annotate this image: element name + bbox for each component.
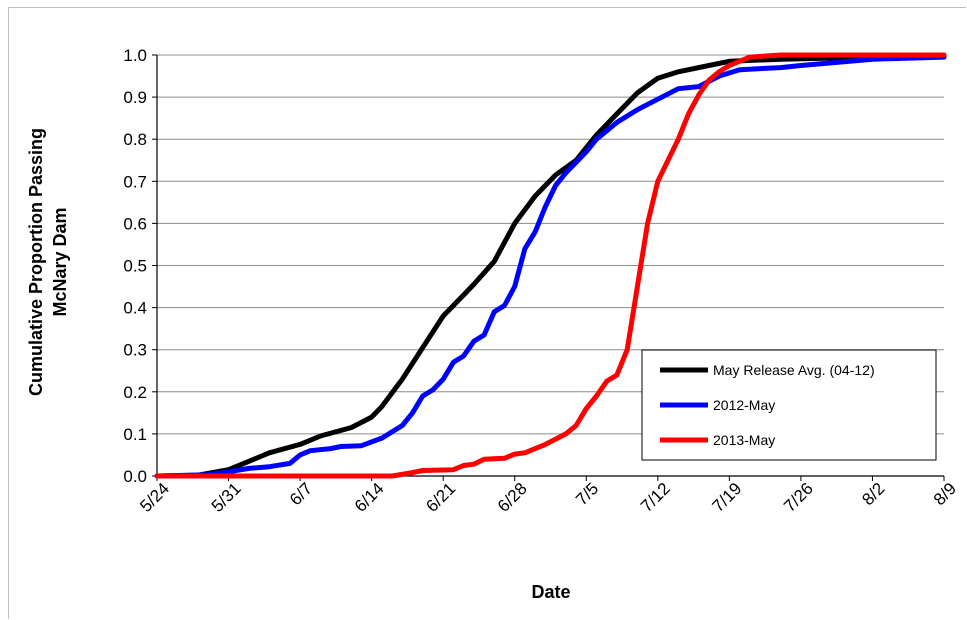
gridlines [157, 54, 944, 435]
x-axis-title: Date [531, 582, 570, 602]
y-tick-label: 0.2 [123, 383, 147, 402]
x-tick-label: 7/5 [572, 479, 602, 509]
y-axis-title-line2: McNary Dam [50, 207, 70, 316]
x-tick-label: 8/2 [858, 479, 888, 509]
x-tick-label: 6/7 [286, 479, 316, 509]
legend-label: 2012-May [713, 397, 775, 413]
x-tick-label: 7/12 [637, 479, 674, 516]
x-tick-label: 6/21 [422, 479, 459, 516]
y-tick-label: 0.5 [123, 257, 147, 276]
x-tick-label: 7/26 [780, 479, 817, 516]
series-line-1 [154, 53, 947, 479]
chart-frame [8, 7, 966, 619]
y-tick-label: 0.4 [123, 299, 147, 318]
y-axis-title-line1: Cumulative Proportion Passing [26, 128, 46, 396]
legend-label: 2013-May [713, 432, 775, 448]
y-tick-label: 1.0 [123, 46, 147, 65]
x-tick-label: 7/19 [709, 479, 746, 516]
y-tick-label: 0.7 [123, 172, 147, 191]
y-tick-label: 0.1 [123, 425, 147, 444]
series-lines [154, 52, 947, 479]
x-tick-labels: 5/24 5/31 6/7 6/14 6/21 6/28 7/5 7/12 7/19 7/26 8/… [136, 479, 960, 516]
legend: May Release Avg. (04-12) 2012-May 2013-May [641, 349, 937, 461]
legend-label: May Release Avg. (04-12) [713, 362, 875, 378]
x-tick-label: 6/28 [494, 479, 531, 516]
y-tick-labels: 0.0 0.1 0.2 0.3 0.4 0.5 0.6 0.7 0.8 0.9 1.0 [123, 46, 147, 486]
x-tick-label: 6/14 [351, 479, 388, 516]
y-tick-label: 0.3 [123, 341, 147, 360]
series-line-2 [154, 54, 947, 479]
y-tick-label: 0.9 [123, 88, 147, 107]
y-tick-label: 0.6 [123, 214, 147, 233]
y-tick-label: 0.0 [123, 467, 147, 486]
y-tick-label: 0.8 [123, 130, 147, 149]
x-tick-label: 5/31 [208, 479, 245, 516]
x-tick-label: 8/9 [930, 479, 960, 509]
series-line-3 [154, 52, 947, 479]
